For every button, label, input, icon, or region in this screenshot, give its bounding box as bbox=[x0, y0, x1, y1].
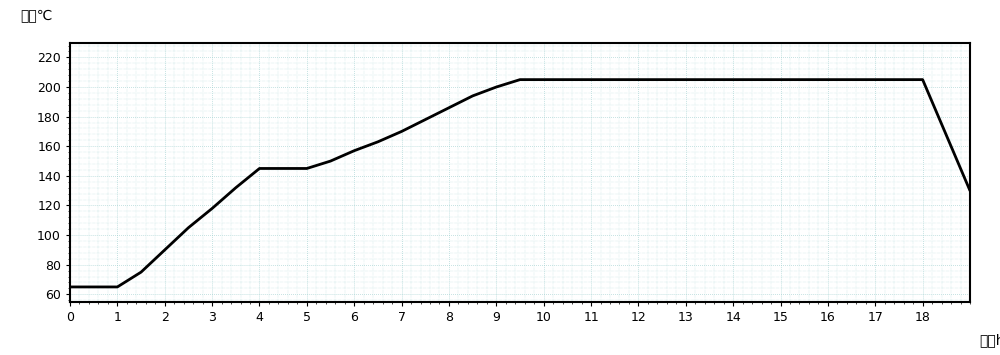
Text: 时间h: 时间h bbox=[979, 333, 1000, 347]
Text: 温度℃: 温度℃ bbox=[20, 8, 53, 22]
